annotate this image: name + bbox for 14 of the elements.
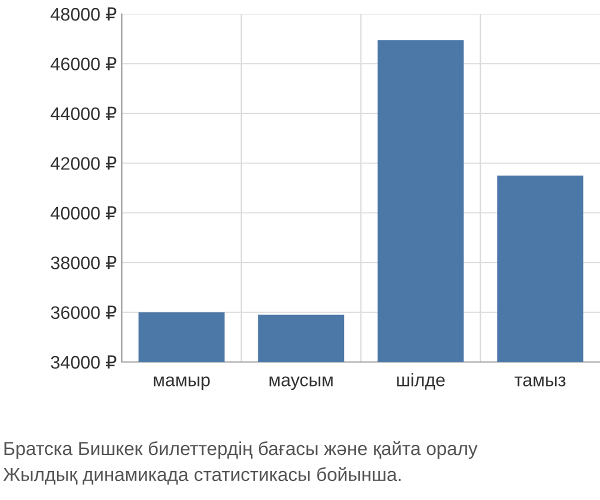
text: Жылдық динамикада статистикасы бойынша. — [3, 467, 401, 485]
x-tick-label: мамыр — [154, 376, 210, 390]
x-tick-label: шілде — [397, 373, 445, 390]
y-tick-label: 48000 ₽ — [50, 7, 116, 21]
y-tick-label: 46000 ₽ — [50, 57, 116, 70]
y-tick-label: 34000 ₽ — [50, 355, 116, 369]
y-tick-label: 44000 ₽ — [50, 106, 116, 120]
y-tick-label: 40000 ₽ — [50, 206, 116, 220]
y-tick-label: 42000 ₽ — [50, 156, 116, 170]
text: Братска Бишкек билеттердің бағасы және қайта оралу — [4, 441, 478, 459]
y-tick-label: 36000 ₽ — [50, 306, 116, 320]
x-tick-label: тамыз — [514, 376, 566, 386]
x-tick-label: маусым — [270, 376, 333, 390]
y-tick-label: 38000 ₽ — [50, 256, 116, 270]
